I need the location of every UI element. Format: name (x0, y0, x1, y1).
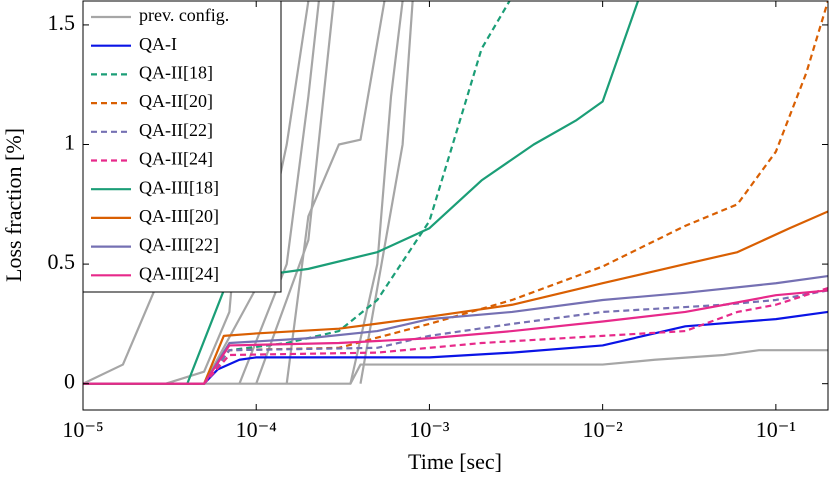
x-tick-label: 10⁻⁵ (62, 417, 103, 442)
x-tick-label: 10⁻⁴ (236, 417, 278, 442)
y-tick-label: 0.5 (48, 249, 76, 274)
series-line (83, 286, 828, 385)
legend-label: QA-I (139, 34, 177, 54)
series-line (238, 1, 320, 385)
y-axis-label: Loss fraction [%] (1, 128, 26, 282)
series-line (83, 289, 828, 385)
legend: prev. config. QA-I QA-II[18] QA-II[20] QA-II… (82, 0, 282, 293)
x-axis-label: Time [sec] (408, 449, 502, 474)
series-line (83, 1, 640, 385)
legend-label: QA-III[24] (139, 263, 219, 283)
legend-label: QA-III[18] (139, 177, 219, 197)
series-line (83, 210, 828, 385)
legend-label: QA-III[22] (139, 235, 219, 255)
series-line (255, 1, 335, 385)
series-line (83, 310, 828, 385)
series-line (83, 289, 828, 385)
legend-label: QA-III[20] (139, 206, 219, 226)
y-tick-label: 0 (64, 369, 75, 394)
series-line (83, 1, 828, 385)
series-line (349, 1, 404, 384)
legend-label: prev. config. (139, 5, 229, 25)
legend-label: QA-II[18] (139, 63, 213, 83)
x-tick-label: 10⁻³ (409, 417, 450, 442)
x-tick-label: 10⁻¹ (756, 417, 796, 442)
y-tick-label: 1 (64, 130, 75, 155)
y-tick-label: 1.5 (48, 10, 76, 35)
legend-label: QA-II[22] (139, 120, 213, 140)
series-line (359, 1, 414, 384)
plot-lines (83, 1, 828, 385)
legend-box (82, 0, 282, 293)
legend-label: QA-II[24] (139, 149, 213, 169)
legend-label: QA-II[20] (139, 91, 213, 111)
series-line (285, 1, 386, 384)
x-tick-label: 10⁻² (583, 417, 624, 442)
